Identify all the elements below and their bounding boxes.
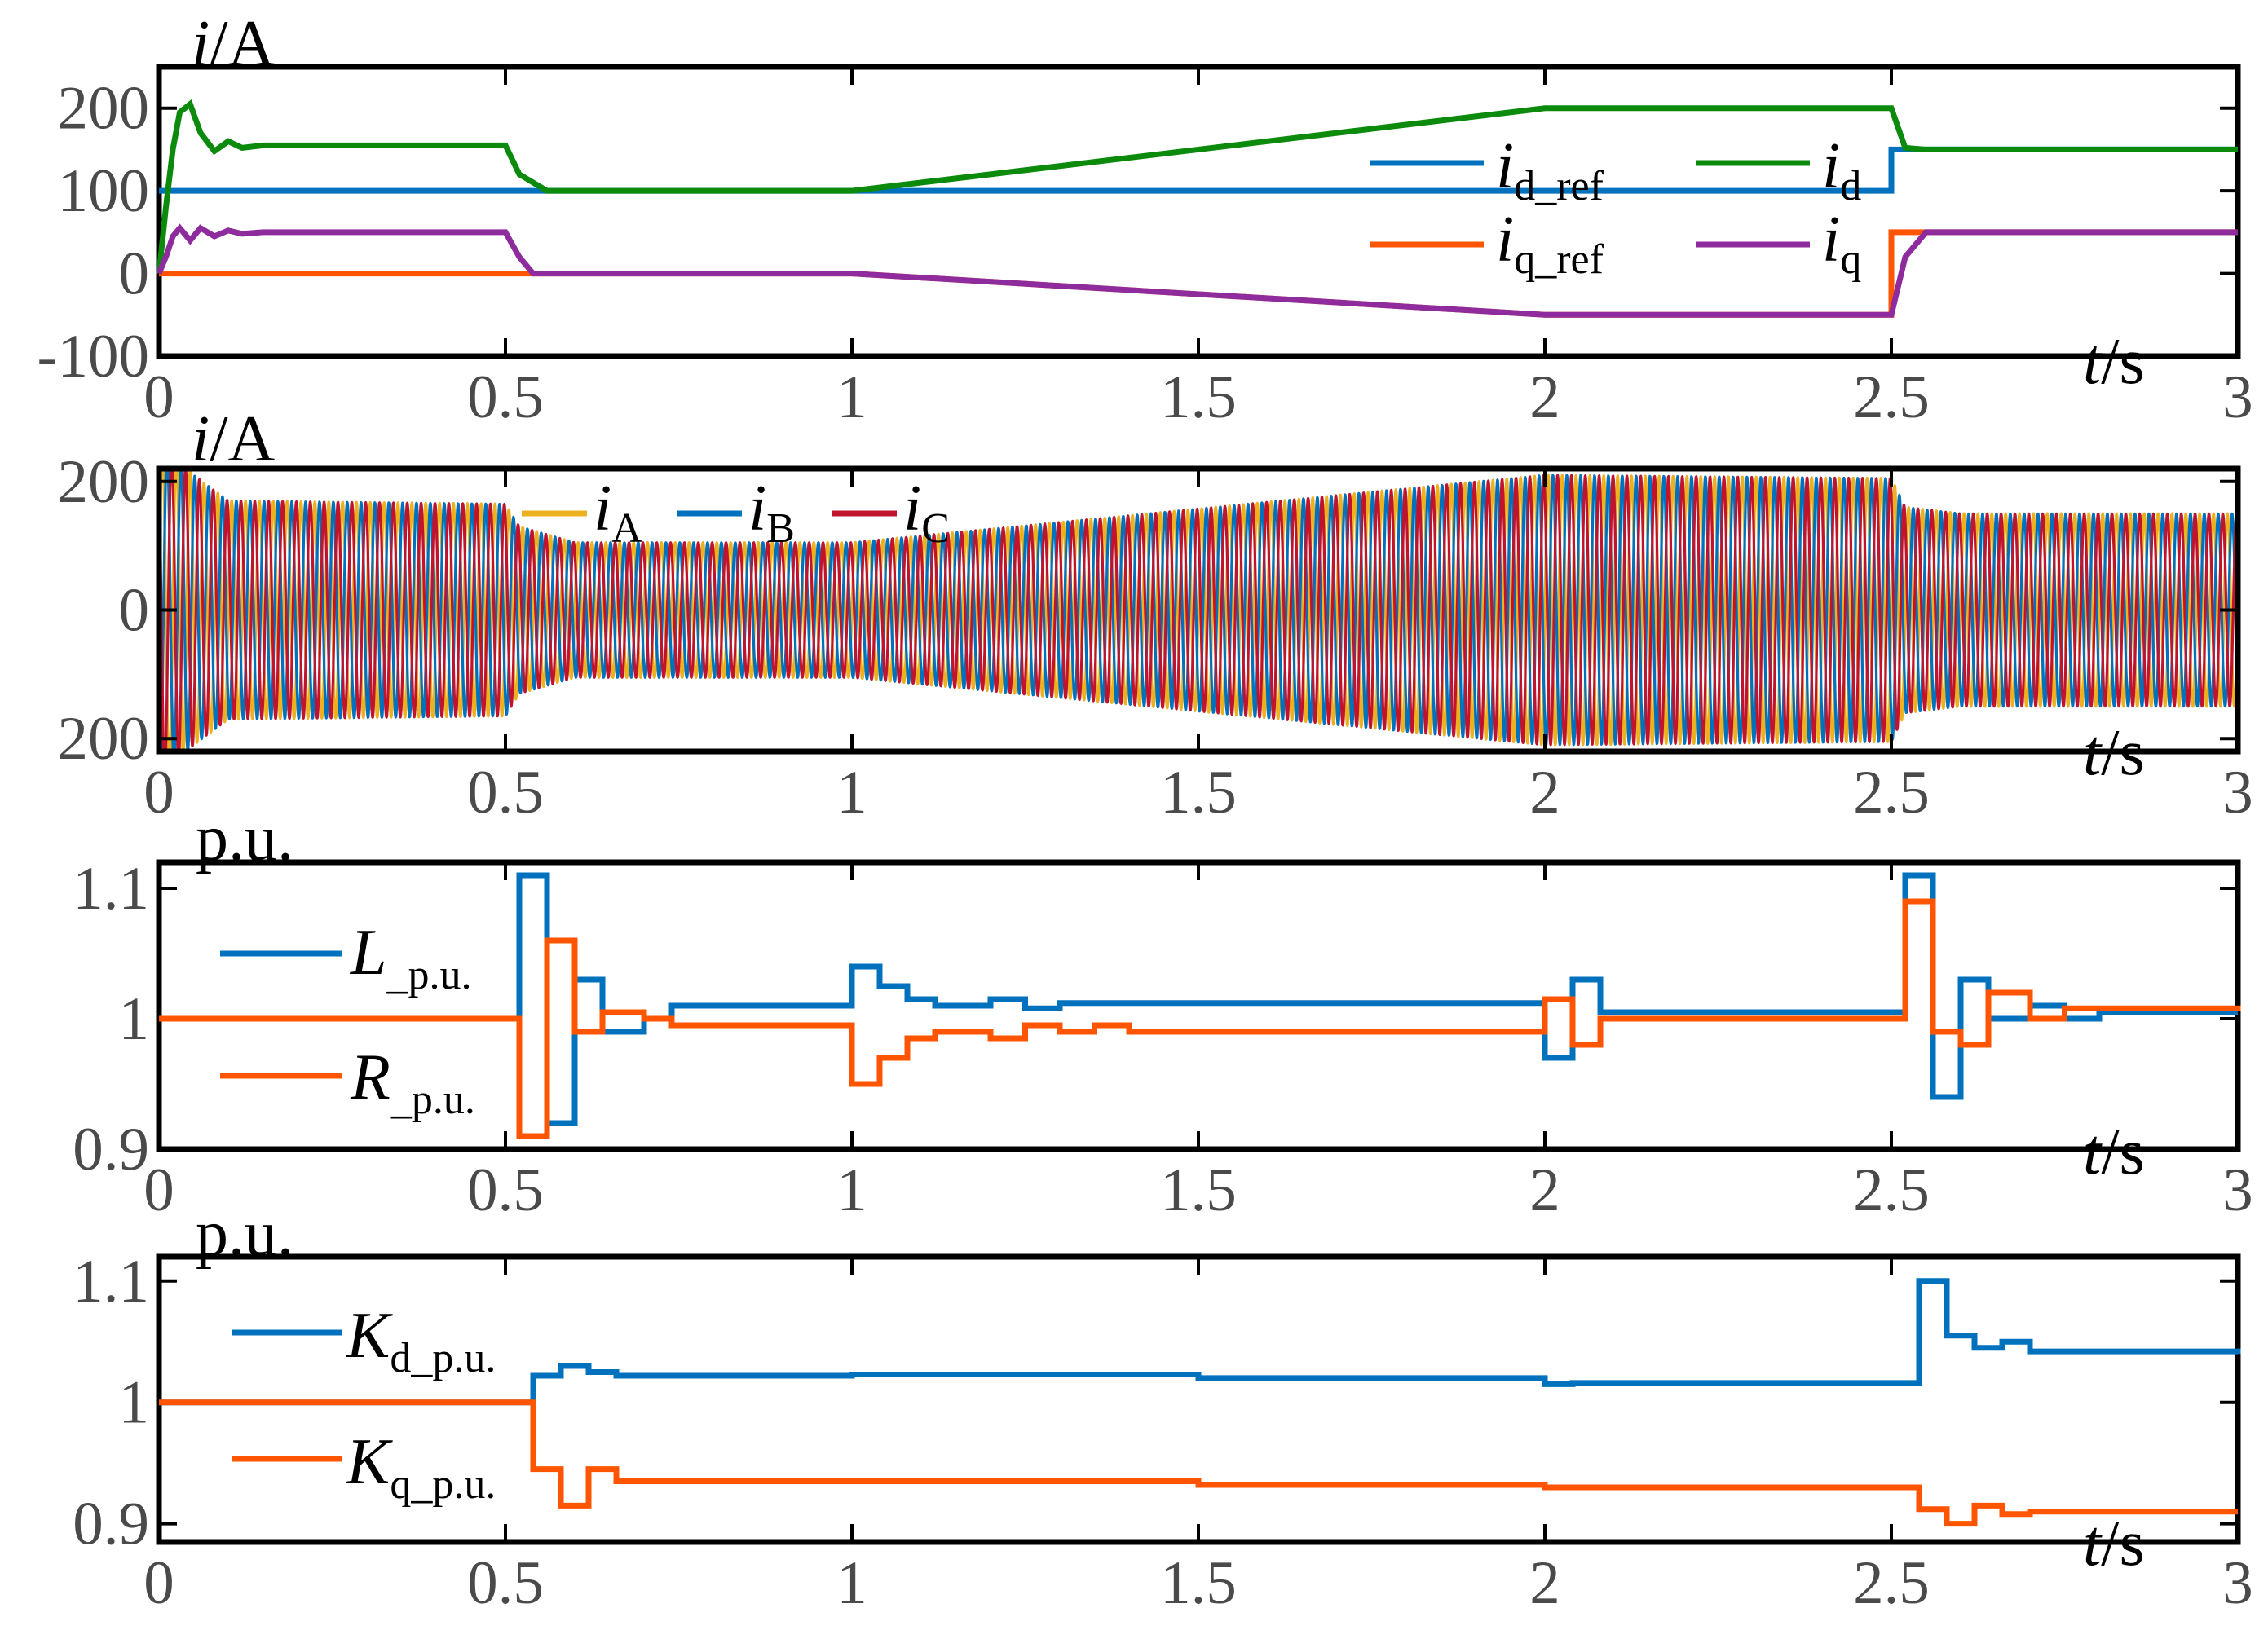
panel-4-legend: Kd_p.u. Kq_p.u.: [232, 1300, 496, 1508]
panel-1-xlabel: t/s: [2083, 326, 2145, 398]
legend-label-ia: iA: [593, 473, 642, 552]
panel-4: p.u. 0.911.1 0 0.5 1 1.5 2 2.5 3 t/s Kd_p.u. K…: [73, 1198, 2253, 1617]
panel-4-xtick-label: 1.5: [1160, 1549, 1237, 1617]
series-R_p.u.: [159, 898, 2241, 1139]
legend-label-ib: iB: [748, 473, 795, 552]
panel-3-xtick-label: 0.5: [467, 1156, 544, 1224]
panel-1-xtick-label: 1.5: [1160, 363, 1237, 431]
panel-4-ytick-label: 0.9: [73, 1491, 149, 1558]
panel-1-xtick-label: 2: [1529, 363, 1560, 431]
series-i_q: [156, 223, 2238, 318]
panel-2-xtick-label: 3: [2222, 759, 2253, 826]
legend-label-l: L_p.u.: [350, 917, 472, 998]
panel-1-legend: id_ref id iq_ref iq: [1370, 130, 1861, 283]
panel-4-xtick-label: 1: [836, 1549, 867, 1617]
panel-1-ytick-label: 0: [119, 240, 150, 308]
panel-3-xtick-label: 3: [2222, 1156, 2253, 1224]
panel-1-xtick-label: 0.5: [467, 363, 544, 431]
panel-2-xtick-label: 1.5: [1160, 759, 1237, 826]
panel-3-legend: L_p.u. R_p.u.: [220, 917, 475, 1123]
panel-1-ytick-label: -100: [38, 323, 149, 390]
panel-4-xtick-label: 0.5: [467, 1549, 544, 1617]
panel-1-xtick-label: 3: [2222, 363, 2253, 431]
panel-3-xtick-label: 0: [143, 1156, 174, 1224]
series-i_A: [159, 469, 2238, 751]
panel-1-ytick-label: 200: [58, 75, 150, 143]
legend-label-ic: iC: [903, 473, 950, 552]
panel-2-ytick-label: 0: [119, 577, 150, 645]
panel-3-xtick-label: 2.5: [1853, 1156, 1930, 1224]
panel-4-xtick-label: 0: [143, 1549, 174, 1617]
panel-2-legend: iA iB iC: [522, 473, 950, 552]
legend-label-kd: Kd_p.u.: [346, 1300, 496, 1381]
panel-2-xtick-label: 2: [1529, 759, 1560, 826]
panel-1-xtick-label: 0: [143, 363, 174, 431]
panel-3-xtick-label: 1.5: [1160, 1156, 1237, 1224]
series-i_d: [156, 99, 2238, 274]
panel-2-xtick-label: 0.5: [467, 759, 544, 826]
panel-1-axes: [156, 64, 2241, 359]
panel-2-xlabel: t/s: [2083, 717, 2145, 789]
panel-2-ylabel: i/A: [192, 403, 275, 475]
panel-2-xtick-label: 1: [836, 759, 867, 826]
panel-3-ytick-label: 0.9: [73, 1116, 149, 1183]
panel-4-ytick-label: 1.1: [73, 1248, 149, 1315]
panel-2-ytick-label: 200: [58, 448, 150, 516]
legend-label-kq: Kq_p.u.: [346, 1426, 496, 1508]
panel-3: p.u. 0.911.1 0 0.5 1 1.5 2 2.5 3 t/s L_p.u. R_…: [73, 803, 2253, 1224]
panel-3-xtick-label: 1: [836, 1156, 867, 1224]
panel-3-ytick-label: 1.1: [73, 855, 149, 923]
panel-4-ytick-label: 1: [119, 1369, 150, 1437]
series-K_q_p.u.: [159, 1399, 2238, 1527]
panel-4-xtick-label: 3: [2222, 1549, 2253, 1617]
panel-1-xtick-label: 2.5: [1853, 363, 1930, 431]
panel-3-xlabel: t/s: [2083, 1117, 2145, 1188]
panel-3-xtick-label: 2: [1529, 1156, 1560, 1224]
series-i_C: [159, 469, 2238, 751]
legend-label-id-ref: id_ref: [1496, 130, 1604, 209]
panel-1-ytick-label: 100: [58, 157, 150, 225]
panel-4-xtick-label: 2.5: [1853, 1549, 1930, 1617]
series-i_q_ref: [159, 229, 2238, 318]
series-i_d_ref: [159, 146, 2238, 194]
panel-1-xtick-label: 1: [836, 363, 867, 431]
panel-2-xtick-label: 2.5: [1853, 759, 1930, 826]
panel-4-xtick-label: 2: [1529, 1549, 1560, 1617]
legend-label-iq: iq: [1822, 204, 1861, 283]
panel-2-xtick-label: 0: [143, 759, 174, 826]
legend-label-r: R_p.u.: [350, 1042, 475, 1123]
legend-label-iq-ref: iq_ref: [1496, 204, 1604, 283]
panel-4-xlabel: t/s: [2083, 1508, 2145, 1579]
panel-3-ytick-label: 1: [119, 985, 150, 1053]
legend-label-id: id: [1822, 130, 1861, 209]
panel-2-ytick-label: 200: [58, 705, 150, 773]
series-i_B: [160, 469, 2238, 751]
series-K_d_p.u.: [159, 1278, 2241, 1406]
